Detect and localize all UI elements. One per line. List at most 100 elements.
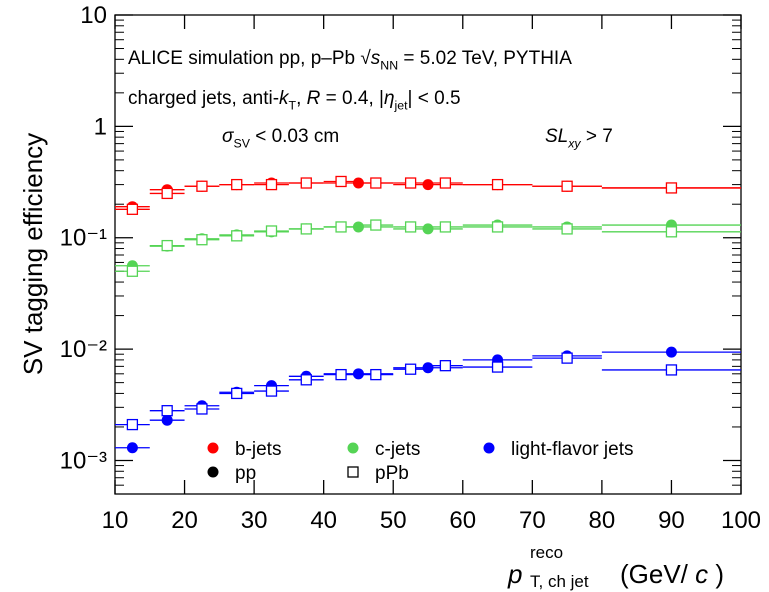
annotation: charged jets, anti-kT, R = 0.4, |ηjet| <… [128,88,461,113]
data-point [370,177,382,189]
data-point [491,361,504,373]
data-point [231,230,243,242]
y-axis-label: SV tagging efficiency [18,133,48,375]
annotation: SLxy > 7 [545,126,613,151]
data-point [665,364,678,376]
data-point [196,234,208,246]
x-tick-label: 50 [380,507,407,534]
data-point [370,219,382,231]
legend-label: light-flavor jets [511,439,634,460]
annotation-part: R [307,88,321,109]
data-point [491,178,504,191]
data-point [404,221,417,233]
data-point [439,360,452,372]
data-point [196,180,208,192]
y-tick-label: 1 [94,113,107,140]
x-label-part: c [695,559,708,589]
data-point [665,346,677,358]
annotation-part: η [384,88,395,109]
data-point [665,226,678,238]
x-label-part: (GeV/ [620,559,689,589]
data-point [335,221,347,233]
data-point [665,182,678,194]
data-point [404,363,417,375]
annotation-part: √ [360,48,371,69]
data-point [439,221,452,233]
data-point [231,387,243,400]
data-point [422,179,434,191]
annotation-part: xy [567,137,581,151]
legend-marker [207,466,219,478]
data-point [126,442,138,454]
legend-marker [347,466,359,478]
annotation-part: T [289,99,297,113]
legend-label: pPb [375,463,409,484]
legend-label: pp [235,463,256,484]
data-point [370,368,382,381]
data-point [265,225,278,237]
y-tick-label: 10⁻³ [60,447,107,474]
data-point [491,221,504,233]
x-label-part: T, ch jet [530,572,589,591]
annotation-part: > 7 [581,126,613,147]
annotation-part: , [296,88,307,109]
y-tick-label: 10⁻² [60,336,107,363]
data-point [300,177,312,189]
x-label-part: reco [530,543,563,562]
x-tick-label: 10 [102,507,129,534]
annotation-part: = 0.4, | [320,88,384,109]
data-point [265,385,278,397]
x-tick-label: 70 [519,507,546,534]
annotation-part: SL [545,126,568,147]
annotation-part: NN [380,59,398,73]
data-point [422,362,434,374]
data-point [161,414,173,426]
annotation-part: ALICE simulation pp, p–Pb [128,48,360,69]
x-axis-label: p reco T, ch jet (GeV/ c ) [507,534,724,592]
x-tick-label: 90 [658,507,685,534]
legend-label: c-jets [375,439,420,460]
data-point [196,403,208,415]
data-point [404,177,417,189]
data-point [300,223,312,235]
data-point [265,178,278,191]
annotation-part: = 5.02 TeV, PYTHIA [398,48,572,69]
data-point [561,223,573,235]
legend-marker [347,442,359,454]
annotation-part: charged jets, anti- [128,88,279,109]
x-tick-label: 30 [241,507,268,534]
data-point [300,374,312,386]
legend-marker [483,442,495,454]
x-tick-label: 20 [171,507,198,534]
annotation-part: < 0.03 cm [250,126,339,147]
annotation-part: SV [233,137,250,151]
data-point [161,239,173,252]
data-point [335,175,347,188]
x-tick-label: 100 [721,507,761,534]
data-point [422,223,434,235]
annotation-part: | < 0.5 [408,88,461,109]
data-point [439,177,452,189]
legend-label: b-jets [235,439,281,460]
x-tick-label: 60 [449,507,476,534]
data-point [126,418,139,431]
data-point [161,187,173,200]
data-point [126,265,139,277]
data-point [126,203,139,215]
annotation: ALICE simulation pp, p–Pb √sNN = 5.02 Te… [128,48,572,73]
x-tick-label: 40 [310,507,337,534]
y-tick-label: 10⁻¹ [60,225,107,252]
legend-marker [207,442,219,454]
data-point [231,178,243,191]
x-tick-label: 80 [589,507,616,534]
annotation-part: s [371,48,381,69]
annotation: σSV < 0.03 cm [222,126,339,151]
y-tick-label: 10 [80,2,107,29]
annotation-part: jet [394,99,409,113]
data-point [335,368,347,381]
data-point [561,180,573,192]
data-point [561,352,573,364]
